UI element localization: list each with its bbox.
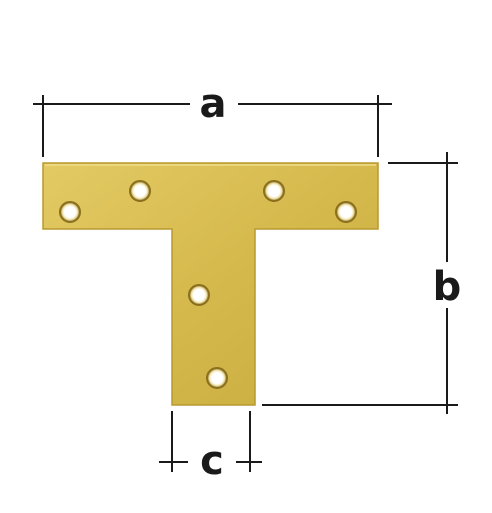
screw-hole	[263, 180, 285, 202]
screw-hole	[59, 201, 81, 223]
dimension-c-label: c	[200, 438, 224, 484]
dimension-b-label: b	[433, 264, 462, 310]
t-plate-body	[42, 162, 379, 406]
dimension-b: b	[262, 152, 461, 414]
dimension-a: a	[33, 81, 392, 157]
screw-hole	[129, 180, 151, 202]
t-plate	[42, 162, 379, 406]
screw-hole	[206, 367, 228, 389]
screw-hole	[335, 201, 357, 223]
screw-hole	[188, 284, 210, 306]
dimension-a-label: a	[200, 81, 227, 127]
dimension-c: c	[159, 411, 262, 484]
